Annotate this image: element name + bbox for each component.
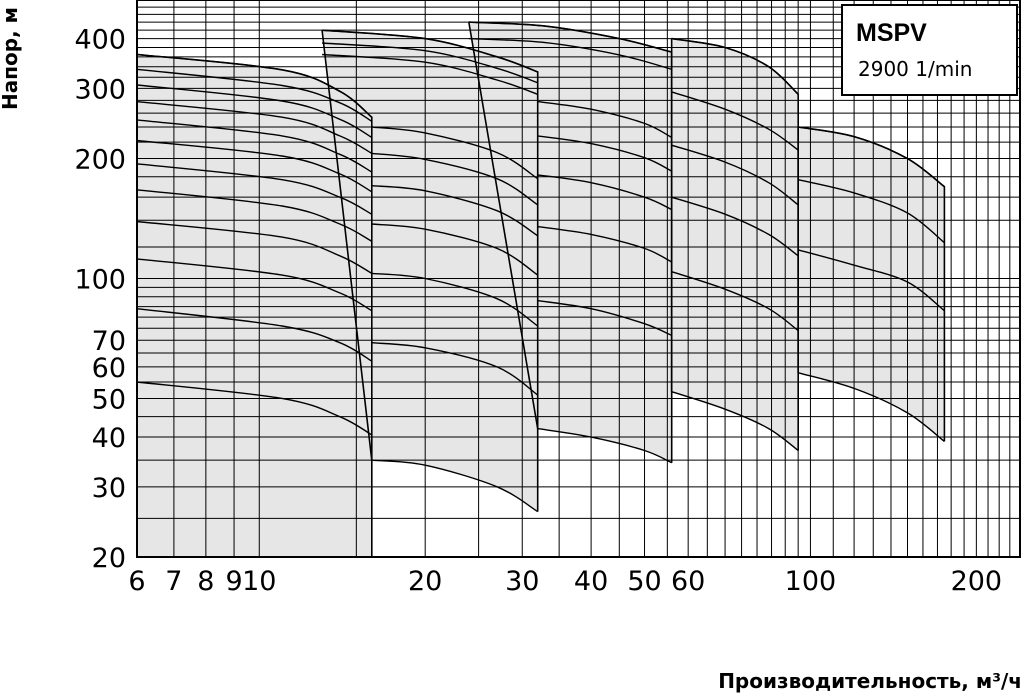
pump-curve-2-1 (371, 459, 539, 513)
pump-curve-3-5 (537, 135, 673, 172)
pump-curve-1-5 (136, 189, 373, 242)
pump-curve-3-2 (537, 299, 672, 336)
pump-curve-4-1 (671, 391, 799, 452)
pump-curve-1-4 (136, 220, 373, 275)
pump-curve-2-8 (322, 53, 538, 95)
pump-curve-5-1 (798, 372, 945, 442)
pump-curve-1-9 (136, 100, 373, 155)
pump-curve-2-5 (371, 185, 539, 237)
pump-range-left-edge-2 (321, 30, 373, 461)
x-tick-label: 10 (242, 566, 276, 597)
pump-curve-1-1 (136, 381, 373, 436)
y-tick-label: 70 (92, 326, 126, 357)
x-tick-label: 40 (574, 566, 608, 597)
y-tick-label: 60 (92, 353, 126, 384)
pump-range-outline-1 (136, 53, 373, 557)
pump-curve-1-3 (136, 258, 373, 312)
pump-curve-1-6 (136, 163, 373, 215)
legend-subtitle: 2900 1/min (858, 57, 972, 81)
pump-range-outline-2 (322, 29, 539, 512)
pump-curve-1-8 (136, 119, 373, 173)
pump-curve-4-5 (671, 91, 799, 151)
pump-range-outline-3 (468, 21, 673, 463)
pump-curve-2-2 (371, 342, 539, 396)
pump-curve-3-3 (537, 225, 673, 263)
x-tick-label: 30 (505, 566, 539, 597)
pump-curve-3-1 (537, 427, 672, 464)
legend-frame (841, 4, 1018, 96)
legend-title: MSPV (856, 19, 927, 47)
x-tick-label: 7 (165, 566, 182, 597)
y-tick-label: 100 (74, 265, 126, 296)
pump-curve-3-7 (468, 37, 672, 70)
pump-range-outline-5 (798, 126, 946, 442)
x-tick-label: 9 (225, 566, 242, 597)
x-axis-title: Производительность, м³/ч (718, 669, 1022, 693)
pump-curve-5-2 (798, 249, 945, 312)
legend-box: MSPV 2900 1/min (841, 4, 1018, 96)
x-tick-label: 100 (785, 566, 837, 597)
pump-range-outline-4 (671, 37, 799, 451)
x-tick-label: 60 (671, 566, 705, 597)
y-tick-label: 40 (92, 423, 126, 454)
pump-curves (136, 21, 945, 513)
plot-frame (136, 0, 1021, 558)
x-tick-label: 50 (627, 566, 661, 597)
x-tick-label: 8 (197, 566, 214, 597)
y-tick-label: 400 (74, 25, 126, 56)
pump-curve-2-6 (371, 152, 539, 206)
x-tick-label: 200 (951, 566, 1003, 597)
pump-curve-4-2 (671, 271, 799, 332)
y-tick-label: 300 (74, 74, 126, 105)
pump-curve-2-3 (371, 272, 539, 327)
pump-range-fill-2 (322, 30, 538, 512)
x-tick-label: 6 (128, 566, 145, 597)
pump-curve-1-11 (136, 68, 373, 122)
y-tick-label: 200 (74, 145, 126, 176)
pump-range-fill-1 (137, 54, 372, 557)
x-tick-label: 20 (408, 566, 442, 597)
pump-curve-3-6 (537, 100, 673, 139)
pump-curve-2-9 (322, 42, 538, 84)
pump-curve-5-3 (798, 179, 945, 244)
pump-curve-2-4 (371, 223, 539, 276)
x-tick-labels: 6 7 8 9 10 20 30 40 50 60 100 200 (128, 566, 1002, 597)
y-axis-title: Напор, м (0, 7, 22, 110)
pump-curve-4-4 (671, 144, 799, 206)
pump-curve-3-4 (537, 174, 672, 211)
y-tick-label: 30 (92, 473, 126, 504)
y-tick-label: 20 (92, 543, 126, 574)
pump-curve-2-7 (371, 126, 539, 180)
y-tick-label: 50 (92, 384, 126, 415)
pump-range-left-edge-3 (468, 21, 539, 429)
pump-curve-1-2 (136, 308, 373, 362)
pump-curve-1-7 (136, 139, 373, 193)
pump-curve-1-10 (136, 84, 373, 139)
pump-curve-4-3 (671, 196, 799, 257)
